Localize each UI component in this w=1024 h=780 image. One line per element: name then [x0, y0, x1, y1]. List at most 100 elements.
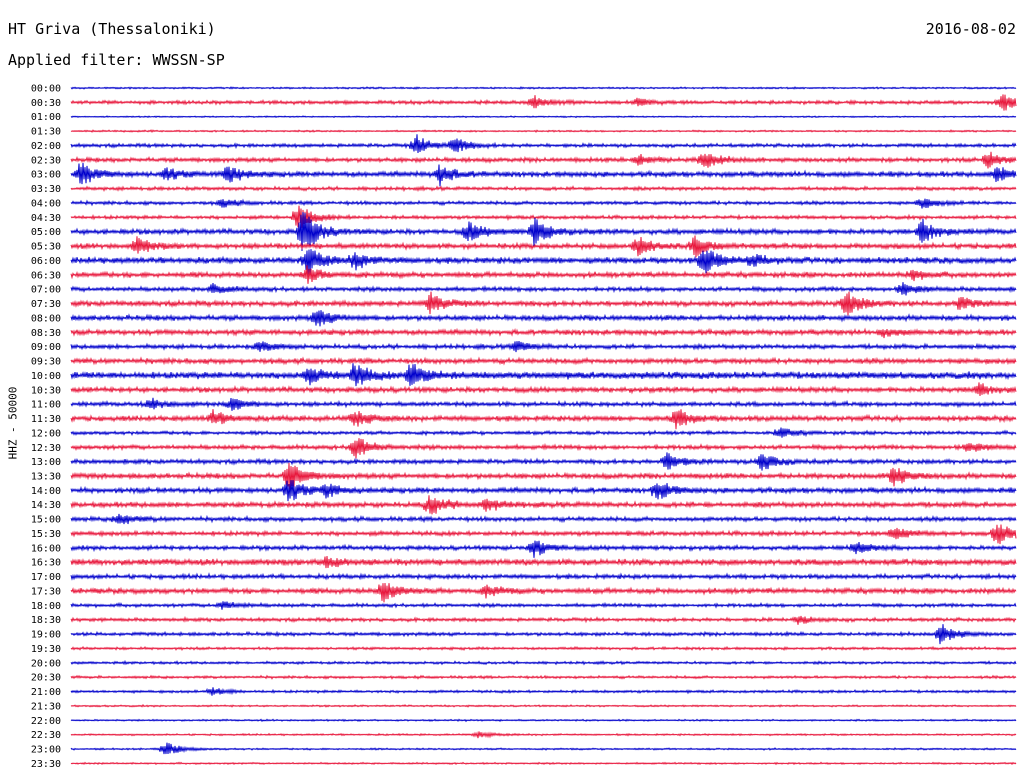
seismic-trace — [70, 151, 1017, 169]
seismic-trace — [70, 555, 1017, 569]
row-time-label: 21:30 — [31, 701, 61, 712]
seismic-trace — [70, 282, 1017, 296]
station-title: HT Griva (Thessaloniki) — [8, 20, 216, 38]
seismic-trace — [70, 397, 1017, 411]
seismic-trace — [70, 94, 1017, 111]
row-time-label: 18:30 — [31, 615, 61, 626]
row-time-label: 05:00 — [31, 227, 61, 238]
seismic-trace — [70, 427, 1017, 438]
row-time-label: 21:00 — [31, 687, 61, 698]
seismic-trace — [70, 327, 1017, 339]
row-time-label: 19:00 — [31, 630, 61, 641]
row-time-label: 10:30 — [31, 385, 61, 396]
row-time-label: 12:00 — [31, 428, 61, 439]
row-time-label: 02:30 — [31, 155, 61, 166]
row-time-label: 01:30 — [31, 127, 61, 138]
row-time-label: 11:00 — [31, 400, 61, 411]
row-time-label: 16:30 — [31, 558, 61, 569]
seismic-trace — [70, 659, 1017, 666]
seismic-trace — [70, 115, 1017, 119]
seismic-trace — [70, 409, 1017, 430]
seismic-trace — [70, 129, 1017, 134]
row-time-label: 03:30 — [31, 184, 61, 195]
seismic-trace — [70, 341, 1017, 353]
row-time-label: 00:00 — [31, 84, 61, 95]
row-time-label: 20:00 — [31, 658, 61, 669]
row-time-label: 23:30 — [31, 759, 61, 770]
row-time-label: 13:00 — [31, 457, 61, 468]
row-time-label: 23:00 — [31, 745, 61, 756]
row-time-label: 20:30 — [31, 673, 61, 684]
seismic-trace — [70, 761, 1017, 766]
seismic-trace — [70, 235, 1017, 258]
row-time-label: 05:30 — [31, 242, 61, 253]
row-time-label: 00:30 — [31, 98, 61, 109]
row-time-label: 09:30 — [31, 357, 61, 368]
seismic-trace — [70, 524, 1017, 545]
seismic-trace — [70, 452, 1017, 471]
row-time-label: 04:00 — [31, 198, 61, 209]
row-time-label: 18:00 — [31, 601, 61, 612]
row-time-label: 03:00 — [31, 170, 61, 181]
seismic-trace — [70, 205, 1017, 228]
seismic-trace — [70, 212, 1017, 252]
row-time-label: 09:00 — [31, 342, 61, 353]
seismic-trace — [70, 582, 1017, 603]
seismic-trace — [70, 718, 1017, 723]
seismic-trace — [70, 513, 1017, 525]
seismic-trace — [70, 480, 1017, 502]
row-time-label: 14:30 — [31, 500, 61, 511]
seismic-trace — [70, 382, 1017, 397]
row-time-label: 22:30 — [31, 730, 61, 741]
record-date: 2016-08-02 — [925, 20, 1016, 38]
seismic-trace — [70, 249, 1017, 275]
row-time-label: 17:00 — [31, 572, 61, 583]
seismic-trace — [70, 363, 1017, 387]
seismic-trace — [70, 356, 1017, 366]
seismic-trace — [70, 687, 1017, 696]
seismic-trace — [70, 310, 1017, 327]
seismic-trace — [70, 495, 1017, 515]
filter-label: Applied filter: WWSSN-SP — [8, 51, 225, 69]
row-time-label: 22:00 — [31, 716, 61, 727]
row-time-label: 14:00 — [31, 486, 61, 497]
seismic-trace — [70, 703, 1017, 708]
row-time-label: 16:00 — [31, 543, 61, 554]
row-time-label: 02:00 — [31, 141, 61, 152]
row-time-label: 07:30 — [31, 299, 61, 310]
row-time-label: 11:30 — [31, 414, 61, 425]
row-time-label: 08:00 — [31, 313, 61, 324]
row-time-label: 15:30 — [31, 529, 61, 540]
row-time-label: 17:30 — [31, 586, 61, 597]
seismic-trace — [70, 438, 1017, 459]
seismic-trace — [70, 134, 1017, 154]
seismic-trace — [70, 265, 1017, 284]
row-time-label: 19:30 — [31, 644, 61, 655]
row-time-label: 06:30 — [31, 270, 61, 281]
seismic-trace — [70, 540, 1017, 558]
seismic-trace — [70, 731, 1017, 739]
seismic-trace — [70, 572, 1017, 581]
row-time-label: 06:00 — [31, 256, 61, 267]
row-time-label: 15:00 — [31, 515, 61, 526]
seismic-trace — [70, 742, 1017, 755]
row-time-label: 10:00 — [31, 371, 61, 382]
seismic-trace — [70, 162, 1017, 187]
seismic-trace — [70, 198, 1017, 209]
row-time-label: 12:30 — [31, 443, 61, 454]
row-time-label: 08:30 — [31, 328, 61, 339]
seismic-trace — [70, 601, 1017, 610]
seismic-trace — [70, 645, 1017, 652]
row-time-label: 04:30 — [31, 213, 61, 224]
seismic-trace — [70, 85, 1017, 90]
row-time-label: 07:00 — [31, 285, 61, 296]
seismic-trace — [70, 462, 1017, 490]
seismic-trace — [70, 615, 1017, 625]
row-time-label: 13:30 — [31, 471, 61, 482]
seismic-trace — [70, 624, 1017, 645]
row-time-label: 01:00 — [31, 112, 61, 123]
seismic-trace — [70, 185, 1017, 193]
seismic-trace — [70, 674, 1017, 680]
seismic-trace — [70, 291, 1017, 316]
